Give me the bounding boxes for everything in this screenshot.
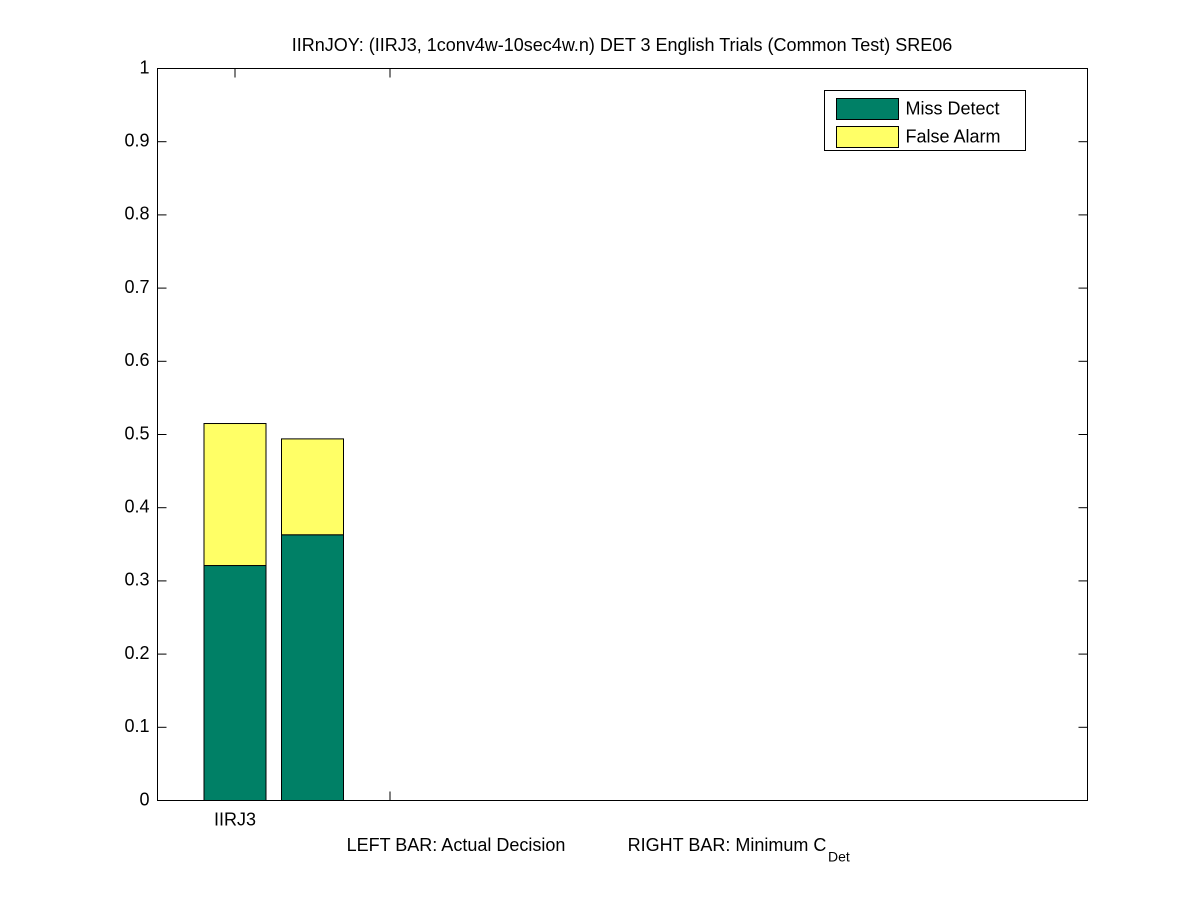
y-tick-label: 1: [139, 57, 149, 77]
y-tick-label: 0.5: [124, 423, 149, 443]
bar-segment: [203, 423, 267, 567]
y-tick-label: 0.9: [124, 130, 149, 150]
bar-segment: [281, 534, 344, 801]
legend-swatch: [836, 98, 899, 120]
y-tick-label: 0.4: [124, 496, 149, 516]
bar-segment: [203, 565, 267, 802]
x-label-subscript: Det: [828, 849, 850, 865]
y-tick-label: 0.7: [124, 277, 149, 297]
x-label-right: RIGHT BAR: Minimum C: [628, 835, 827, 855]
legend-label: False Alarm: [906, 126, 1001, 146]
legend-label: Miss Detect: [906, 98, 1000, 118]
chart-title: IIRnJOY: (IIRJ3, 1conv4w-10sec4w.n) DET …: [292, 35, 953, 55]
legend-swatch: [836, 126, 899, 148]
x-label-left: LEFT BAR: Actual Decision: [347, 835, 566, 855]
y-tick-label: 0.2: [124, 643, 149, 663]
y-tick-label: 0.1: [124, 716, 149, 736]
x-tick-label: IIRJ3: [214, 809, 256, 829]
y-tick-label: 0.6: [124, 350, 149, 370]
y-tick-label: 0.3: [124, 570, 149, 590]
y-tick-label: 0.8: [124, 204, 149, 224]
bar-segment: [281, 438, 344, 536]
y-tick-label: 0: [139, 789, 149, 809]
